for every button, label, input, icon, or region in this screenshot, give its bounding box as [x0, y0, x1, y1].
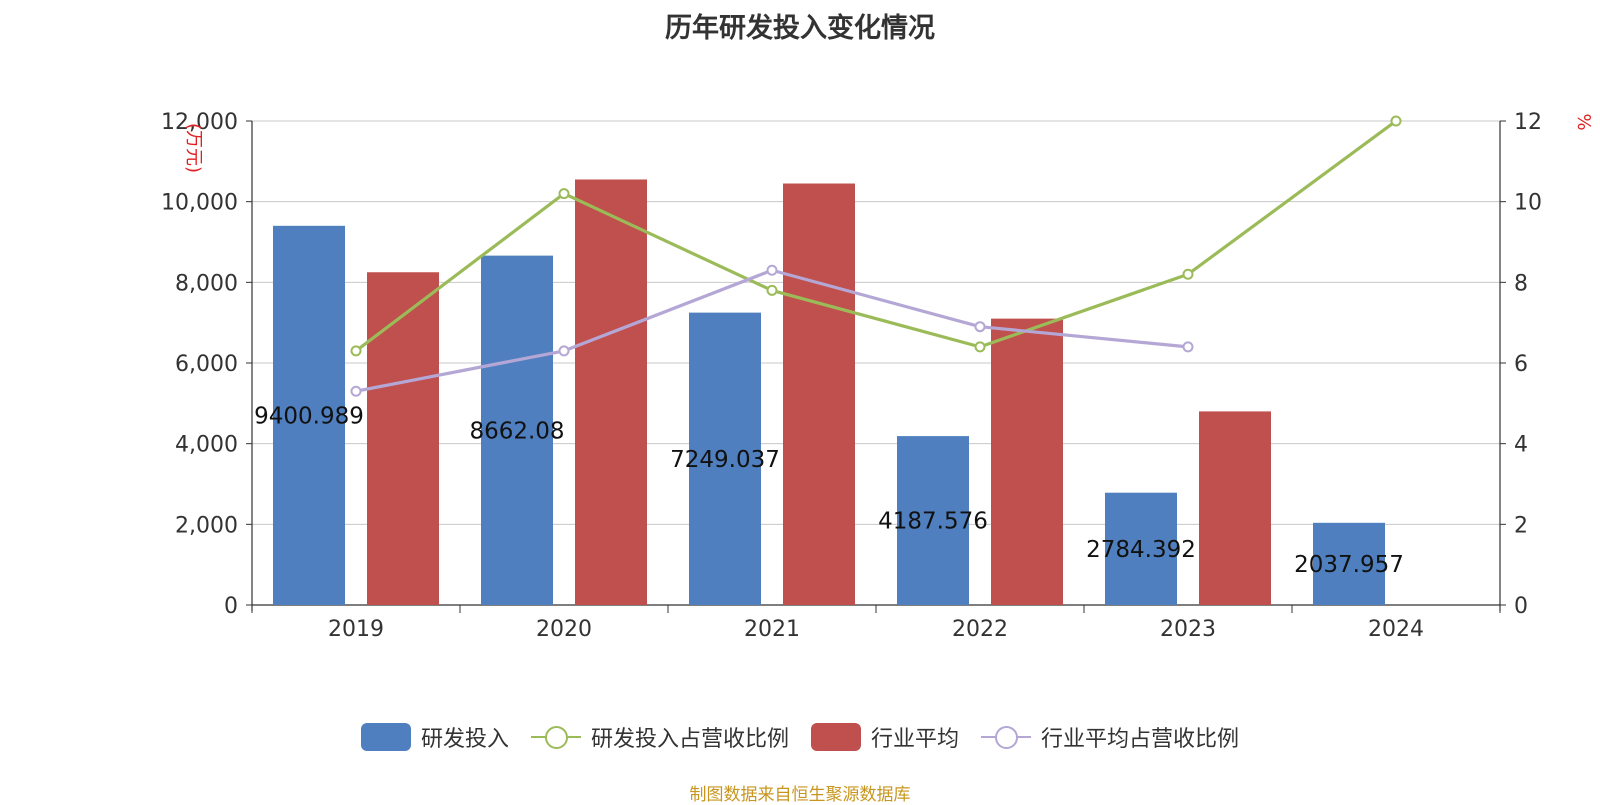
y-left-tick-label: 2,000 — [175, 513, 238, 538]
bar-industry-average — [991, 318, 1063, 605]
bar-rd-investment — [897, 436, 969, 605]
chart-legend: 研发投入 研发投入占营收比例 行业平均 行业平均占营收比例 — [0, 721, 1600, 753]
data-label: 7249.037 — [670, 447, 780, 473]
y-right-tick-label: 12 — [1514, 110, 1542, 135]
bar-industry-average — [575, 179, 647, 605]
data-label: 9400.989 — [254, 403, 364, 429]
legend-label: 研发投入占营收比例 — [590, 727, 789, 752]
point-rd-ratio — [766, 284, 778, 296]
bar-rd-investment — [273, 225, 345, 605]
legend-label: 研发投入 — [420, 727, 509, 752]
y-left-tick-label: 8,000 — [175, 271, 238, 296]
legend-item-rd-ratio[interactable]: 研发投入占营收比例 — [530, 721, 789, 753]
legend-swatch-industry-average — [811, 723, 861, 751]
bar-industry-average — [783, 183, 855, 605]
x-tick-label: 2024 — [1368, 617, 1424, 642]
x-tick-label: 2022 — [952, 617, 1008, 642]
legend-swatch-rd-investment — [360, 723, 411, 751]
bar-rd-investment — [481, 255, 553, 605]
legend-item-industry-ratio[interactable]: 行业平均占营收比例 — [981, 721, 1239, 753]
point-industry-ratio — [558, 345, 570, 357]
point-industry-ratio — [974, 321, 986, 333]
line-rd-ratio — [355, 119, 1397, 353]
point-rd-ratio — [1182, 268, 1194, 280]
point-industry-ratio — [350, 385, 362, 397]
data-label: 2784.392 — [1086, 537, 1196, 563]
point-industry-ratio — [1182, 341, 1194, 353]
x-tick-label: 2019 — [328, 617, 384, 642]
x-tick-label: 2021 — [744, 617, 800, 642]
data-label: 2037.957 — [1294, 552, 1404, 578]
chart-title: 历年研发投入变化情况 — [665, 13, 935, 44]
y-right-tick-label: 6 — [1514, 352, 1528, 377]
legend-swatch-industry-ratio — [981, 723, 1032, 751]
y-right-tick-label: 10 — [1514, 191, 1542, 216]
bar-rd-investment — [689, 312, 761, 605]
y-left-tick-label: 12,000 — [161, 110, 238, 135]
legend-swatch-rd-ratio — [530, 723, 581, 751]
point-industry-ratio — [766, 264, 778, 276]
y-left-tick-label: 0 — [224, 594, 238, 619]
data-label: 4187.576 — [878, 509, 988, 535]
point-rd-ratio — [350, 345, 362, 357]
bar-rd-investment — [1105, 492, 1177, 605]
y-left-tick-label: 6,000 — [175, 352, 238, 377]
legend-label: 行业平均 — [871, 727, 960, 752]
y-right-tick-label: 0 — [1514, 594, 1528, 619]
point-rd-ratio — [974, 341, 986, 353]
point-rd-ratio — [558, 188, 570, 200]
y-right-tick-label: 2 — [1514, 513, 1528, 538]
legend-item-rd-investment[interactable]: 研发投入 — [360, 721, 509, 753]
x-tick-label: 2023 — [1160, 617, 1216, 642]
legend-item-industry-average[interactable]: 行业平均 — [811, 721, 959, 753]
data-label: 8662.08 — [469, 418, 564, 444]
bar-industry-average — [1199, 411, 1271, 605]
legend-label: 行业平均占营收比例 — [1041, 727, 1240, 752]
x-tick-label: 2020 — [536, 617, 592, 642]
y-left-axis-label: (万元) — [183, 123, 204, 173]
bar-industry-average — [367, 272, 439, 605]
y-left-tick-label: 10,000 — [161, 191, 238, 216]
bar-rd-investment — [1313, 522, 1385, 605]
y-left-tick-label: 4,000 — [175, 433, 238, 458]
y-right-tick-label: 4 — [1514, 433, 1528, 458]
y-right-tick-label: 8 — [1514, 271, 1528, 296]
source-note: 制图数据来自恒生聚源数据库 — [689, 785, 911, 805]
point-rd-ratio — [1390, 115, 1402, 127]
y-right-axis-label: % — [1573, 113, 1594, 130]
